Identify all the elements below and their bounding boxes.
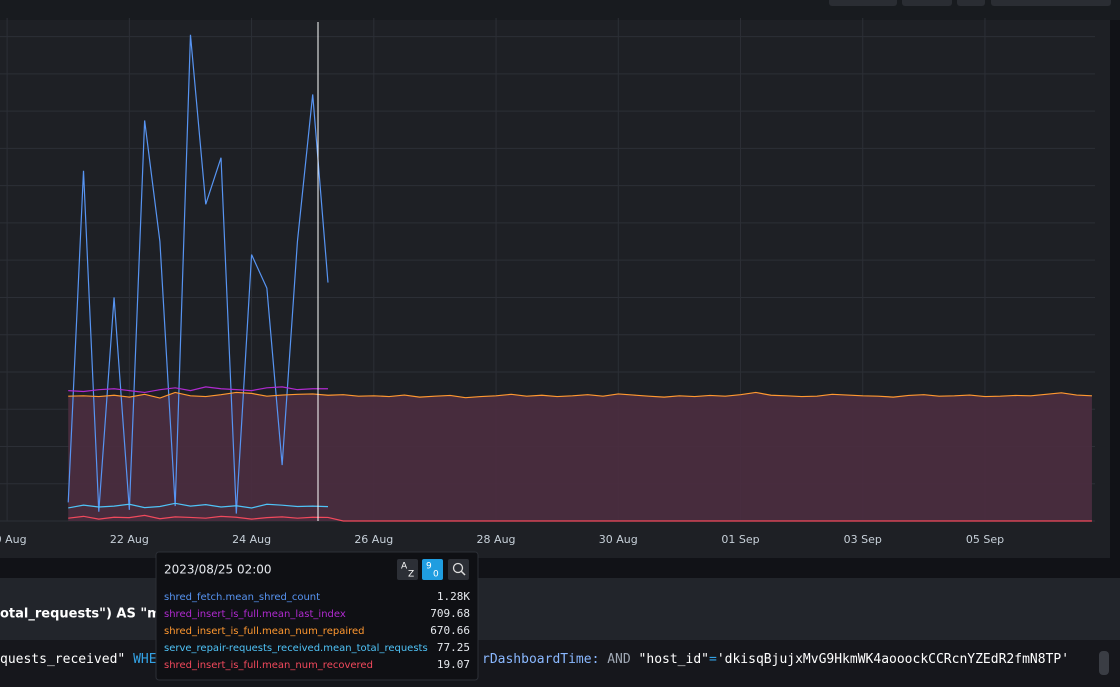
series-line [67,34,329,514]
tooltip-time: 2023/08/25 02:00 [164,563,272,577]
query-operator: = [709,652,717,667]
tooltip-series: shred_insert_is_full.mean_num_recovered [164,660,373,671]
series-line [68,502,328,509]
sort-icon: A [401,562,408,572]
button[interactable] [829,0,897,6]
button[interactable] [957,0,985,6]
tooltip: 2023/08/25 02:00 A Z 9 0 shred_fetch.mea… [155,551,479,681]
tooltip-box [155,551,479,681]
query-text: otal_requests") AS "mean_t [0,607,200,622]
button[interactable] [902,0,952,6]
search-button[interactable] [448,559,469,580]
x-tick-label: 30 Aug [599,533,638,546]
series-line [68,514,1092,522]
query-part: "host_id" [639,652,709,667]
x-tick-label: 22 Aug [110,533,149,546]
series-line [68,391,1092,399]
tooltip-series: serve_repair-requests_received.mean_tota… [164,643,428,654]
search-icon [460,570,466,576]
sort-icon: 0 [433,570,439,580]
x-tick-label: 26 Aug [354,533,393,546]
tooltip-series: shred_fetch.mean_shred_count [164,592,320,603]
tooltip-value: 1.28K [437,590,470,603]
x-tick-label: 20 Aug [0,533,27,546]
area-fill [68,392,1092,521]
query-keyword: WHE [133,652,156,667]
sort-icon: Z [408,570,414,580]
x-tick-label: 03 Sep [844,533,882,546]
search-icon [452,562,464,574]
x-tick-label: 01 Sep [721,533,759,546]
sort-icon: 9 [426,562,432,572]
query-part: quests_received" [0,652,133,667]
query-text: quests_received" WHE [0,652,157,667]
query-text: rDashboardTime: AND "host_id"='dkisqBjuj… [482,652,1069,667]
x-tick-label: 24 Aug [232,533,271,546]
tooltip-series: shred_insert_is_full.mean_num_repaired [164,626,365,637]
sort-button[interactable] [422,559,443,580]
tooltip-value: 670.66 [430,624,470,637]
x-tick-label: 05 Sep [966,533,1004,546]
tooltip-value: 19.07 [437,658,470,671]
tooltip-value: 77.25 [437,641,470,654]
query-keyword: AND [599,652,638,667]
scrollbar[interactable] [1099,651,1109,675]
button[interactable] [991,0,1111,6]
sort-button[interactable] [397,559,418,580]
series-line [68,386,328,394]
tooltip-series: shred_insert_is_full.mean_last_index [164,609,346,620]
x-tick-label: 28 Aug [477,533,516,546]
query-part: 'dkisqBjujxMvG9HkmWK4aooockCCRcnYZEdR2fm… [717,652,1069,667]
query-variable: rDashboardTime: [482,652,599,667]
tooltip-value: 709.68 [430,607,470,620]
